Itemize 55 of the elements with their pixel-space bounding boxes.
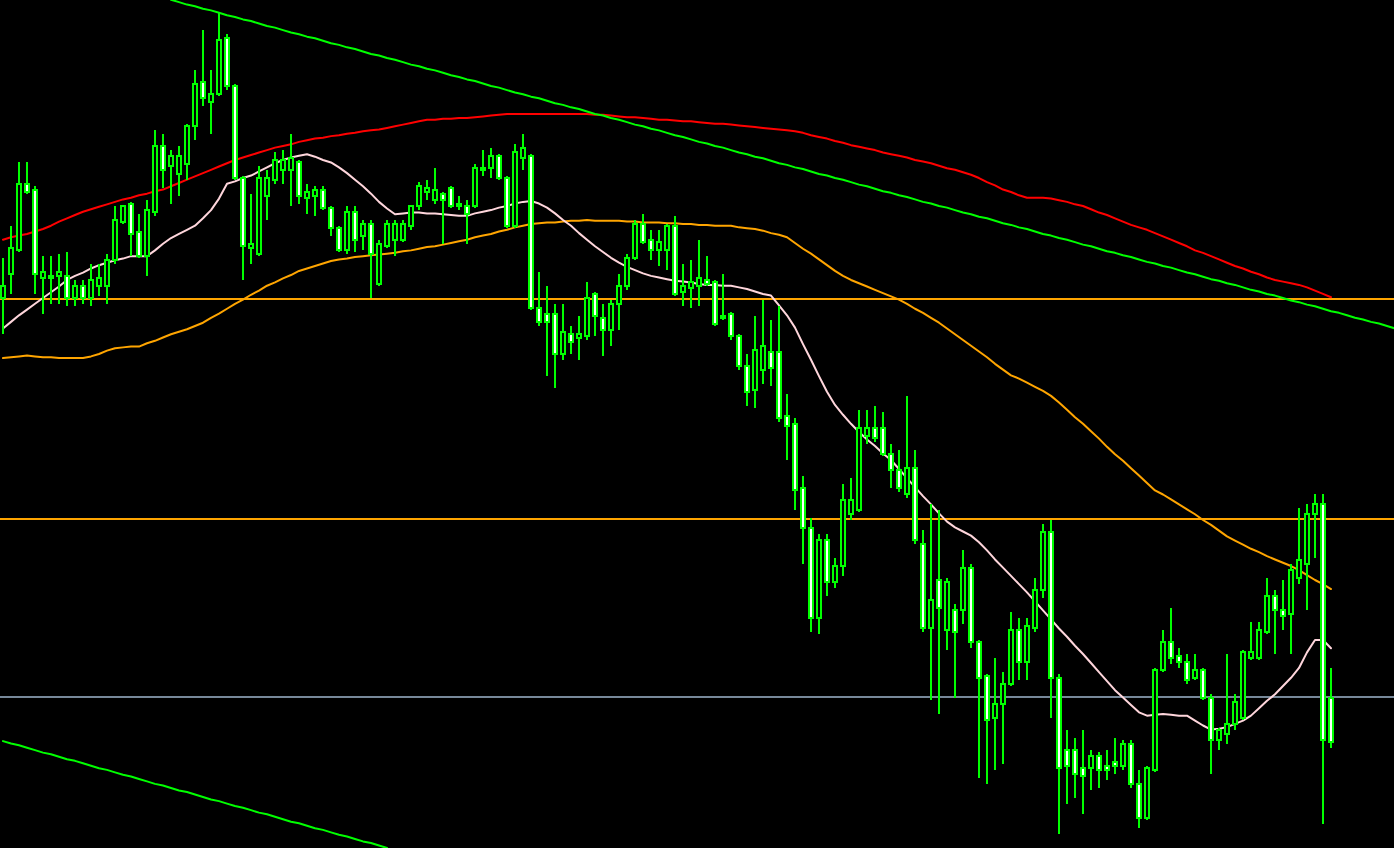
candlestick: [592, 291, 598, 337]
candlestick: [344, 204, 350, 255]
candlestick: [896, 449, 902, 494]
candlestick: [1072, 736, 1078, 799]
candlestick: [1272, 588, 1278, 655]
candlestick: [1184, 652, 1190, 686]
candlestick: [1016, 616, 1022, 682]
candlestick: [584, 280, 590, 341]
candlestick: [1088, 749, 1094, 791]
candlestick: [296, 158, 302, 206]
candlestick: [88, 263, 94, 308]
candlestick: [56, 252, 62, 305]
candlestick: [288, 132, 294, 207]
candlestick: [64, 251, 70, 308]
candlestick: [1080, 728, 1086, 816]
candlestick: [1224, 652, 1230, 746]
candlestick: [360, 218, 366, 252]
candlestick: [752, 315, 758, 410]
candlestick: [48, 255, 54, 305]
candlestick: [544, 284, 550, 378]
candlestick: [312, 185, 318, 217]
candlestick: [688, 259, 694, 309]
candlestick: [440, 191, 446, 245]
candlestick: [600, 302, 606, 357]
candlestick: [928, 503, 934, 702]
candlestick: [280, 149, 286, 185]
candlestick: [648, 228, 654, 262]
candlestick: [1288, 563, 1294, 655]
candlestick: [432, 167, 438, 206]
candlestick: [656, 228, 662, 267]
candlestick: [472, 163, 478, 209]
candlestick: [712, 278, 718, 327]
candlestick: [760, 298, 766, 386]
candlestick: [96, 263, 102, 297]
candlestick: [1104, 749, 1110, 781]
candlestick: [488, 146, 494, 180]
candlestick: [1112, 736, 1118, 775]
candlestick: [0, 256, 6, 336]
candlestick: [392, 218, 398, 258]
candlestick: [72, 278, 78, 308]
candlestick: [552, 302, 558, 389]
candlestick: [936, 509, 942, 715]
candlestick: [424, 178, 430, 202]
candlestick: [1096, 750, 1102, 789]
candlestick: [352, 204, 358, 254]
candlestick: [696, 238, 702, 308]
candlestick: [568, 325, 574, 355]
candlestick: [168, 149, 174, 206]
candlestick: [128, 200, 134, 258]
candlestick: [992, 657, 998, 771]
candlestick: [560, 302, 566, 361]
candlestick: [368, 218, 374, 300]
candlestick: [1168, 606, 1174, 665]
candlestick: [448, 185, 454, 209]
candlestick: [80, 278, 86, 305]
